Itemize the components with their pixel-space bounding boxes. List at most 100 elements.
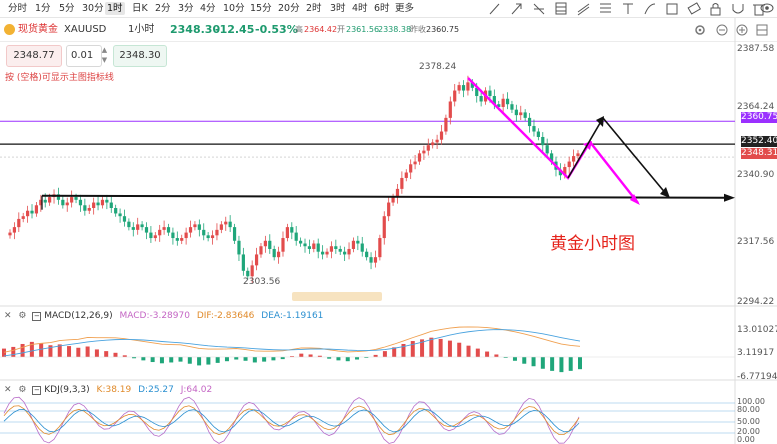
period-tab[interactable]: 1时 <box>105 2 125 15</box>
macd-histogram-bar <box>531 357 536 367</box>
line-tool-icon[interactable] <box>489 3 500 15</box>
macd-dif-line <box>3 326 581 353</box>
kdj-axis-label: 50.00 <box>737 417 760 426</box>
price-tag-black: 2352.40 <box>741 136 777 147</box>
macd-collapse-icon[interactable]: − <box>32 312 42 321</box>
candle-body <box>307 246 312 249</box>
candle-body <box>34 205 39 214</box>
candle-body <box>404 172 408 178</box>
period-tab[interactable]: 日K <box>132 3 148 14</box>
candle-body <box>78 199 83 206</box>
candle-body <box>541 136 545 146</box>
bars-tool-icon[interactable] <box>533 3 545 15</box>
macd-histogram-bar <box>234 357 239 360</box>
candle-body <box>444 117 448 132</box>
price-tag-purple: 2360.75 <box>741 112 777 123</box>
eye-icon[interactable] <box>760 1 774 15</box>
candle-body <box>321 251 325 255</box>
macd-histogram-bar <box>364 357 369 358</box>
symbol-name[interactable]: 现货黄金 <box>18 24 58 35</box>
period-tab[interactable]: 10分 <box>223 3 245 14</box>
lot-stepper[interactable]: ▲ ▼ <box>101 46 108 64</box>
candle-body <box>17 218 21 228</box>
j-value: J:64.02 <box>180 385 213 395</box>
symbol-code[interactable]: XAUUSD <box>64 24 107 35</box>
plus-icon[interactable] <box>736 24 748 36</box>
period-tab[interactable]: 3分 <box>178 3 194 14</box>
lot-size-input[interactable]: 0.01 <box>66 45 102 67</box>
minus-icon[interactable] <box>716 24 728 36</box>
fib-tool-icon[interactable] <box>600 3 611 13</box>
candle-body <box>219 224 223 230</box>
kdj-close-icon[interactable]: ✕ <box>4 385 12 395</box>
macd-settings-icon[interactable]: ⚙ <box>18 311 27 321</box>
period-tab[interactable]: 1分 <box>35 3 51 14</box>
text-tool-icon[interactable] <box>623 3 633 14</box>
macd-histogram-bar <box>280 357 285 360</box>
arrow-tool-icon[interactable] <box>511 3 522 15</box>
period-tab[interactable]: 分时 <box>8 3 28 14</box>
period-tab[interactable]: 4时 <box>352 3 368 14</box>
candle-body <box>351 240 356 249</box>
period-tab[interactable]: 15分 <box>250 3 272 14</box>
macd-histogram-bar <box>503 357 508 358</box>
period-tab[interactable]: 6时 <box>374 3 390 14</box>
timeframe-select[interactable]: 1小时 <box>128 24 155 35</box>
candle-body <box>268 240 272 249</box>
projection-arrow-black-1 <box>596 116 604 127</box>
macd-histogram-bar <box>540 357 545 369</box>
candle-body <box>360 243 364 252</box>
prev-close-value: 2360.75 <box>426 25 460 34</box>
candle-body <box>171 232 175 239</box>
candle-body <box>325 251 329 255</box>
candle-body <box>567 161 571 168</box>
channel-tool-icon[interactable] <box>577 3 590 16</box>
macd-histogram-bar <box>438 338 443 357</box>
grid-tool-icon[interactable] <box>555 2 567 15</box>
candle-body <box>338 248 342 252</box>
layout-icon[interactable] <box>756 24 768 36</box>
period-tab[interactable]: 2时 <box>306 3 322 14</box>
period-tab[interactable]: 2分 <box>155 3 171 14</box>
candle-body <box>92 202 96 209</box>
candle-body <box>175 238 179 241</box>
kdj-axis-label: 20.00 <box>737 427 760 436</box>
candle-body <box>470 82 474 88</box>
candle-body <box>83 205 87 211</box>
period-tab[interactable]: 3时 <box>330 3 346 14</box>
lock-icon[interactable] <box>710 3 721 16</box>
period-tab[interactable]: 20分 <box>278 3 300 14</box>
shape-tool-icon[interactable] <box>666 3 678 15</box>
candle-body <box>193 224 197 228</box>
indicator-hint: 按 (空格)可显示主图指标线 <box>5 73 114 83</box>
sell-price-button[interactable]: 2348.77 <box>6 45 62 67</box>
support-line-black <box>41 194 726 199</box>
buy-price-button[interactable]: 2348.30 <box>113 45 167 67</box>
projection-path-black <box>567 116 668 196</box>
candle-body <box>285 227 289 239</box>
candle-body <box>8 232 12 236</box>
candle-body <box>505 98 510 105</box>
candle-body <box>439 131 444 140</box>
period-tab[interactable]: 4分 <box>200 3 216 14</box>
candle-body <box>131 227 135 230</box>
projection-arrow-black-2 <box>660 187 670 198</box>
candle-body <box>206 235 210 239</box>
period-tab[interactable]: 5分 <box>59 3 75 14</box>
magnet-icon[interactable] <box>732 4 744 14</box>
eraser-icon[interactable] <box>687 2 702 15</box>
macd-histogram-bar <box>299 353 304 357</box>
gear-icon[interactable] <box>694 24 706 36</box>
candle-body <box>549 153 554 162</box>
kdj-settings-icon[interactable]: ⚙ <box>18 385 27 395</box>
kdj-collapse-icon[interactable]: − <box>32 386 42 395</box>
macd-close-icon[interactable]: ✕ <box>4 311 12 321</box>
candle-body <box>65 202 69 206</box>
high-label: 高 <box>295 25 303 34</box>
brush-tool-icon[interactable] <box>644 3 656 15</box>
watermark-logo <box>292 292 382 301</box>
candle-body <box>149 232 153 239</box>
period-tab[interactable]: 更多 <box>395 3 415 14</box>
period-tab[interactable]: 30分 <box>82 3 104 14</box>
